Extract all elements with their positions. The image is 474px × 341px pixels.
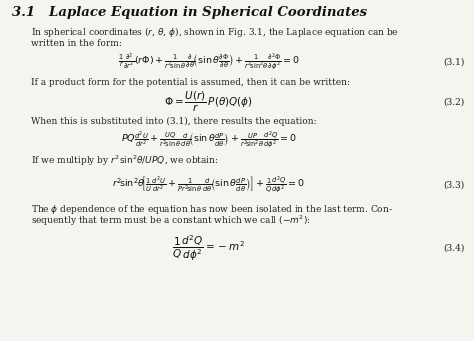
Text: (3.2): (3.2) [443,98,465,107]
Text: When this is substituted into (3.1), there results the equation:: When this is substituted into (3.1), the… [31,117,317,125]
Text: (3.1): (3.1) [443,58,465,66]
Text: (3.3): (3.3) [443,181,465,190]
Text: written in the form:: written in the form: [31,39,122,48]
Text: $r^2\!\sin^2\!\theta\!\left[\frac{1}{U}\frac{d^2U}{dr^2} + \frac{1}{Pr^2\!\sin\t: $r^2\!\sin^2\!\theta\!\left[\frac{1}{U}\… [112,175,305,196]
Text: In spherical coordinates ($r$, $\theta$, $\phi$), shown in Fig. 3.1, the Laplace: In spherical coordinates ($r$, $\theta$,… [31,25,399,40]
Text: If we multiply by $r^2\sin^2\!\theta/UPQ$, we obtain:: If we multiply by $r^2\sin^2\!\theta/UPQ… [31,154,219,168]
Text: The $\phi$ dependence of the equation has now been isolated in the last term. Co: The $\phi$ dependence of the equation ha… [31,203,392,216]
Text: 3.1   Laplace Equation in Spherical Coordinates: 3.1 Laplace Equation in Spherical Coordi… [12,6,367,19]
Text: $\frac{1}{r}\frac{\partial^2}{\partial r^2}(r\Phi) + \frac{1}{r^2\!\sin\theta}\f: $\frac{1}{r}\frac{\partial^2}{\partial r… [118,52,300,72]
Text: $PQ\frac{d^2U}{dr^2} + \frac{UQ}{r^2\!\sin\theta}\frac{d}{d\theta}\!\left(\sin\t: $PQ\frac{d^2U}{dr^2} + \frac{UQ}{r^2\!\s… [121,130,296,151]
Text: $\Phi = \dfrac{U(r)}{r}\,P(\theta)Q(\phi)$: $\Phi = \dfrac{U(r)}{r}\,P(\theta)Q(\phi… [164,90,253,115]
Text: $\dfrac{1}{Q}\dfrac{d^2Q}{d\phi^2} = -m^2$: $\dfrac{1}{Q}\dfrac{d^2Q}{d\phi^2} = -m^… [172,233,245,263]
Text: (3.4): (3.4) [443,244,465,253]
Text: sequently that term must be a constant which we call $(-m^2)$:: sequently that term must be a constant w… [31,214,310,228]
Text: If a product form for the potential is assumed, then it can be written:: If a product form for the potential is a… [31,78,350,87]
